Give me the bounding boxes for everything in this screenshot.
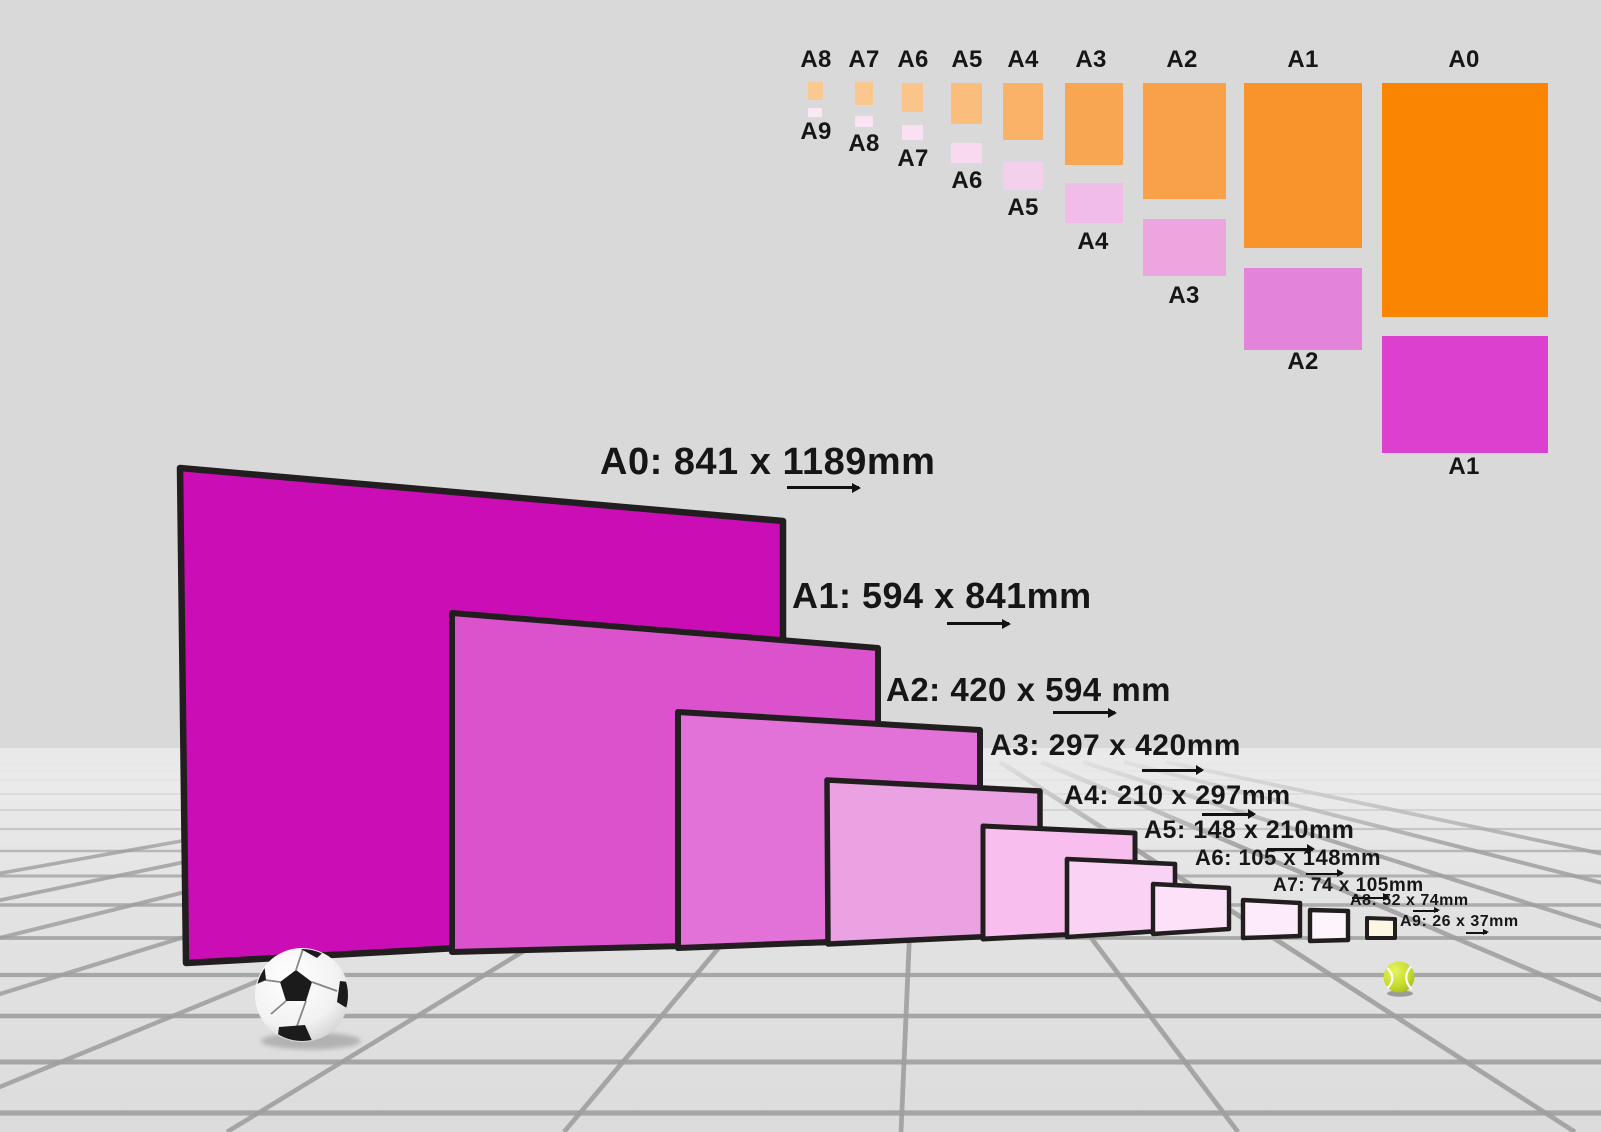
flat-orange-label-a5: A5 — [951, 46, 983, 73]
cascade-label-a1: A1: 594 x 841mm — [792, 575, 1092, 616]
flat-orange-a1 — [1244, 83, 1362, 248]
flat-orange-label-a8: A8 — [800, 46, 832, 73]
flat-orange-label-a2: A2 — [1166, 46, 1198, 73]
flat-pink-label-a2: A2 — [1287, 348, 1319, 375]
size-arrow-a2 — [1053, 707, 1117, 718]
flat-orange-a2 — [1143, 83, 1226, 199]
flat-pink-label-a3: A3 — [1168, 282, 1200, 309]
size-arrow-a3 — [1142, 765, 1204, 775]
flat-orange-label-a6: A6 — [897, 46, 929, 73]
flat-pink-a1 — [1382, 336, 1548, 453]
sheet-a9 — [1365, 916, 1397, 940]
flat-orange-a0 — [1382, 83, 1548, 317]
tennis-ball-shadow — [1387, 990, 1413, 997]
cascade-label-a2: A2: 420 x 594 mm — [886, 671, 1172, 708]
flat-orange-a4 — [1003, 83, 1043, 140]
flat-pink-a9 — [808, 108, 822, 117]
cascade-label-a7: A7: 74 x 105mm — [1273, 875, 1424, 896]
cascade-label-a0: A0: 841 x 1189mm — [600, 441, 936, 483]
soccer-ball — [255, 948, 361, 1050]
flat-orange-a6 — [902, 83, 923, 112]
flat-pink-a3 — [1143, 219, 1226, 276]
flat-orange-a8 — [808, 82, 823, 100]
flat-pink-label-a9: A9 — [800, 118, 832, 145]
cascade-label-a6: A6: 105 x 148mm — [1195, 845, 1382, 870]
sheet-cascade — [176, 464, 1397, 967]
flat-size-chart — [808, 82, 1548, 453]
flat-orange-label-a7: A7 — [848, 46, 880, 73]
flat-pink-a7 — [902, 125, 923, 140]
flat-orange-a7 — [855, 82, 873, 105]
size-arrow-a5 — [1267, 844, 1315, 854]
sheet-a6 — [1150, 881, 1232, 937]
flat-pink-label-a4: A4 — [1077, 228, 1109, 255]
sheet-a7 — [1240, 897, 1303, 941]
flat-pink-label-a6: A6 — [951, 167, 983, 194]
flat-pink-a5 — [1003, 162, 1043, 190]
size-arrow-a9 — [1466, 929, 1489, 935]
flat-pink-label-a1: A1 — [1448, 453, 1480, 480]
flat-pink-a2 — [1244, 268, 1362, 350]
flat-pink-a4 — [1065, 183, 1123, 223]
flat-orange-a5 — [951, 83, 982, 124]
cascade-label-a4: A4: 210 x 297mm — [1064, 780, 1291, 810]
sheet-a8 — [1307, 907, 1351, 944]
size-arrow-a1 — [947, 618, 1011, 629]
flat-pink-label-a7: A7 — [897, 145, 929, 172]
tennis-ball — [1383, 961, 1415, 997]
size-arrow-a6 — [1306, 868, 1344, 878]
size-arrow-a4 — [1202, 809, 1256, 819]
size-arrow-a0 — [787, 482, 861, 493]
flat-orange-label-a4: A4 — [1007, 46, 1039, 73]
flat-pink-a8 — [855, 116, 873, 127]
size-arrow-a7 — [1352, 892, 1390, 902]
flat-pink-a6 — [951, 143, 982, 163]
flat-pink-label-a8: A8 — [848, 130, 880, 157]
size-arrow-a8 — [1413, 907, 1440, 913]
cascade-label-a5: A5: 148 x 210mm — [1144, 816, 1355, 844]
cascade-label-a8: A8: 52 x 74mm — [1350, 892, 1469, 909]
flat-orange-a3 — [1065, 83, 1123, 165]
flat-pink-label-a5: A5 — [1007, 194, 1039, 221]
flat-orange-label-a0: A0 — [1448, 46, 1480, 73]
tennis-ball-seams — [1386, 965, 1413, 990]
flat-orange-label-a1: A1 — [1287, 46, 1319, 73]
cascade-label-a3: A3: 297 x 420mm — [990, 729, 1241, 762]
cascade-label-a9: A9: 26 x 37mm — [1400, 913, 1519, 930]
flat-orange-label-a3: A3 — [1075, 46, 1107, 73]
